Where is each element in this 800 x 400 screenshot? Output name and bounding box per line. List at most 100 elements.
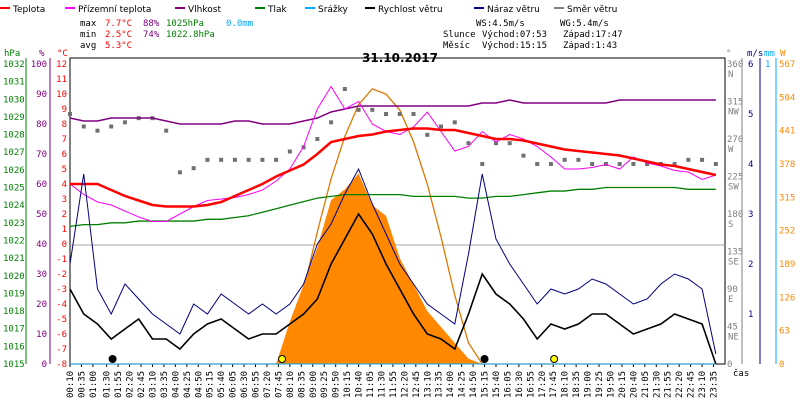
stats-max-label: max [80, 19, 97, 29]
wind-dir-point [315, 137, 320, 141]
tick-temp: 7 [62, 135, 67, 145]
tick-ms: 5 [748, 110, 753, 120]
wind-dir-point [645, 162, 650, 166]
tick-ms: 1 [748, 310, 753, 320]
x-tick-label: 06:55 [252, 371, 262, 398]
x-tick-label: 09:00 [309, 371, 319, 398]
x-tick-label: 05:40 [217, 371, 227, 398]
wind-dir-point [521, 153, 526, 158]
wind-dir-point [493, 141, 498, 146]
wind-dir-point [342, 87, 347, 91]
x-tick-label: 23:10 [698, 371, 708, 398]
tick-temp: 6 [62, 150, 67, 160]
x-tick-label: 06:05 [229, 371, 239, 398]
tick-temp: 0 [62, 240, 67, 250]
sun-rise-text: Východ:07:53 [482, 30, 547, 40]
wind-dir-point [425, 132, 430, 137]
wind-dir-point [700, 157, 705, 162]
tick-pct: 30 [36, 270, 47, 280]
x-tick-label: 13:10 [423, 371, 433, 398]
tick-hpa: 1031 [3, 78, 25, 88]
wind-dir-point [439, 124, 444, 129]
tick-hpa: 1017 [3, 325, 25, 335]
series-vlhkost [69, 99, 716, 125]
tick-dir: S [728, 220, 733, 230]
tick-pct: 50 [36, 210, 47, 220]
tick-temp: 1 [62, 225, 67, 235]
tick-w: 504 [779, 93, 795, 103]
wind-info: WS:4.5m/s WG:5.4m/s Slunce Východ:07:53 … [443, 19, 623, 51]
x-tick-label: 04:00 [171, 371, 181, 398]
wind-dir-point [287, 149, 292, 154]
tick-mm: 1 [765, 60, 770, 70]
legend-label-vlhkost: Vlhkost [188, 5, 221, 15]
x-tick-label: 17:45 [549, 371, 559, 398]
x-tick-label: 01:30 [103, 371, 113, 398]
x-tick-label: 15:15 [481, 371, 491, 398]
wind-dir-point [329, 120, 334, 125]
tick-pct: 60 [36, 180, 47, 190]
tick-dir: NW [728, 108, 739, 118]
sun-set-text: Západ:17:47 [563, 30, 623, 40]
wind-dir-point [590, 162, 595, 166]
tick-temp: 3 [62, 195, 67, 205]
wind-dir-point [672, 162, 677, 166]
tick-deg: 180 [727, 210, 743, 220]
wind-dir-point [686, 157, 691, 162]
x-tick-label: 01:55 [114, 371, 124, 398]
axis-unit-w: W [780, 49, 786, 59]
moon-set-marker [108, 355, 117, 363]
wind-dir-point [260, 157, 265, 162]
tick-deg: 0 [727, 360, 732, 370]
series-teplota [70, 127, 717, 208]
tick-hpa: 1019 [3, 289, 25, 299]
tick-w: 252 [779, 227, 795, 237]
tick-dir: NE [728, 333, 739, 343]
legend-swatch-rychlost [365, 7, 375, 9]
chart-marks: 1032103110301029102810271026102510241023… [3, 60, 795, 398]
sun-set-marker [550, 355, 559, 363]
wind-dir-point [81, 124, 86, 129]
x-tick-label: 16:55 [526, 371, 536, 398]
legend-swatch-srazky [305, 7, 315, 9]
wind-dir-point [480, 162, 485, 166]
tick-temp: -1 [56, 255, 67, 265]
tick-w: 63 [779, 327, 790, 337]
tick-dir: SE [728, 258, 739, 268]
wind-dir-point [232, 157, 237, 162]
x-tick-label: 04:50 [194, 371, 204, 398]
tick-dir: N [728, 70, 733, 80]
tick-hpa: 1028 [3, 131, 25, 141]
tick-hpa: 1025 [3, 184, 25, 194]
series-naraz-vetru [69, 167, 717, 355]
x-tick-label: 11:30 [377, 371, 387, 398]
x-tick-label: 18:35 [572, 371, 582, 398]
moon-label: Měsíc [443, 41, 470, 51]
moon-rise-marker [480, 355, 489, 363]
tick-dir: W [728, 145, 734, 155]
wind-dir-point [548, 162, 553, 166]
x-tick-label: 10:40 [355, 371, 365, 398]
x-tick-label: 18:10 [561, 371, 571, 398]
x-tick-label: 19:25 [595, 371, 605, 398]
x-tick-label: 09:50 [332, 371, 342, 398]
tick-w: 378 [779, 160, 795, 170]
tick-temp: -7 [56, 345, 67, 355]
x-tick-label: 00:10 [66, 371, 76, 398]
x-tick-label: 07:45 [274, 371, 284, 398]
tick-w: 441 [779, 127, 795, 137]
wind-dir-point [617, 162, 622, 166]
tick-pct: 80 [36, 120, 47, 130]
series-tlak [69, 186, 716, 227]
stats-max-temp: 7.7°C [105, 19, 132, 29]
moon-rise-text: Východ:15:15 [482, 41, 547, 51]
tick-hpa: 1020 [3, 272, 25, 282]
tick-deg: 225 [727, 173, 743, 183]
wind-dir-point [246, 157, 251, 162]
tick-pct: 90 [36, 90, 47, 100]
tick-pct: 70 [36, 150, 47, 160]
tick-hpa: 1029 [3, 113, 25, 123]
x-tick-label: 07:20 [263, 371, 273, 398]
tick-temp: -3 [56, 285, 67, 295]
stats-block: max 7.7°C 88% 1025hPa 0.0mm min 2.5°C 74… [80, 19, 253, 51]
